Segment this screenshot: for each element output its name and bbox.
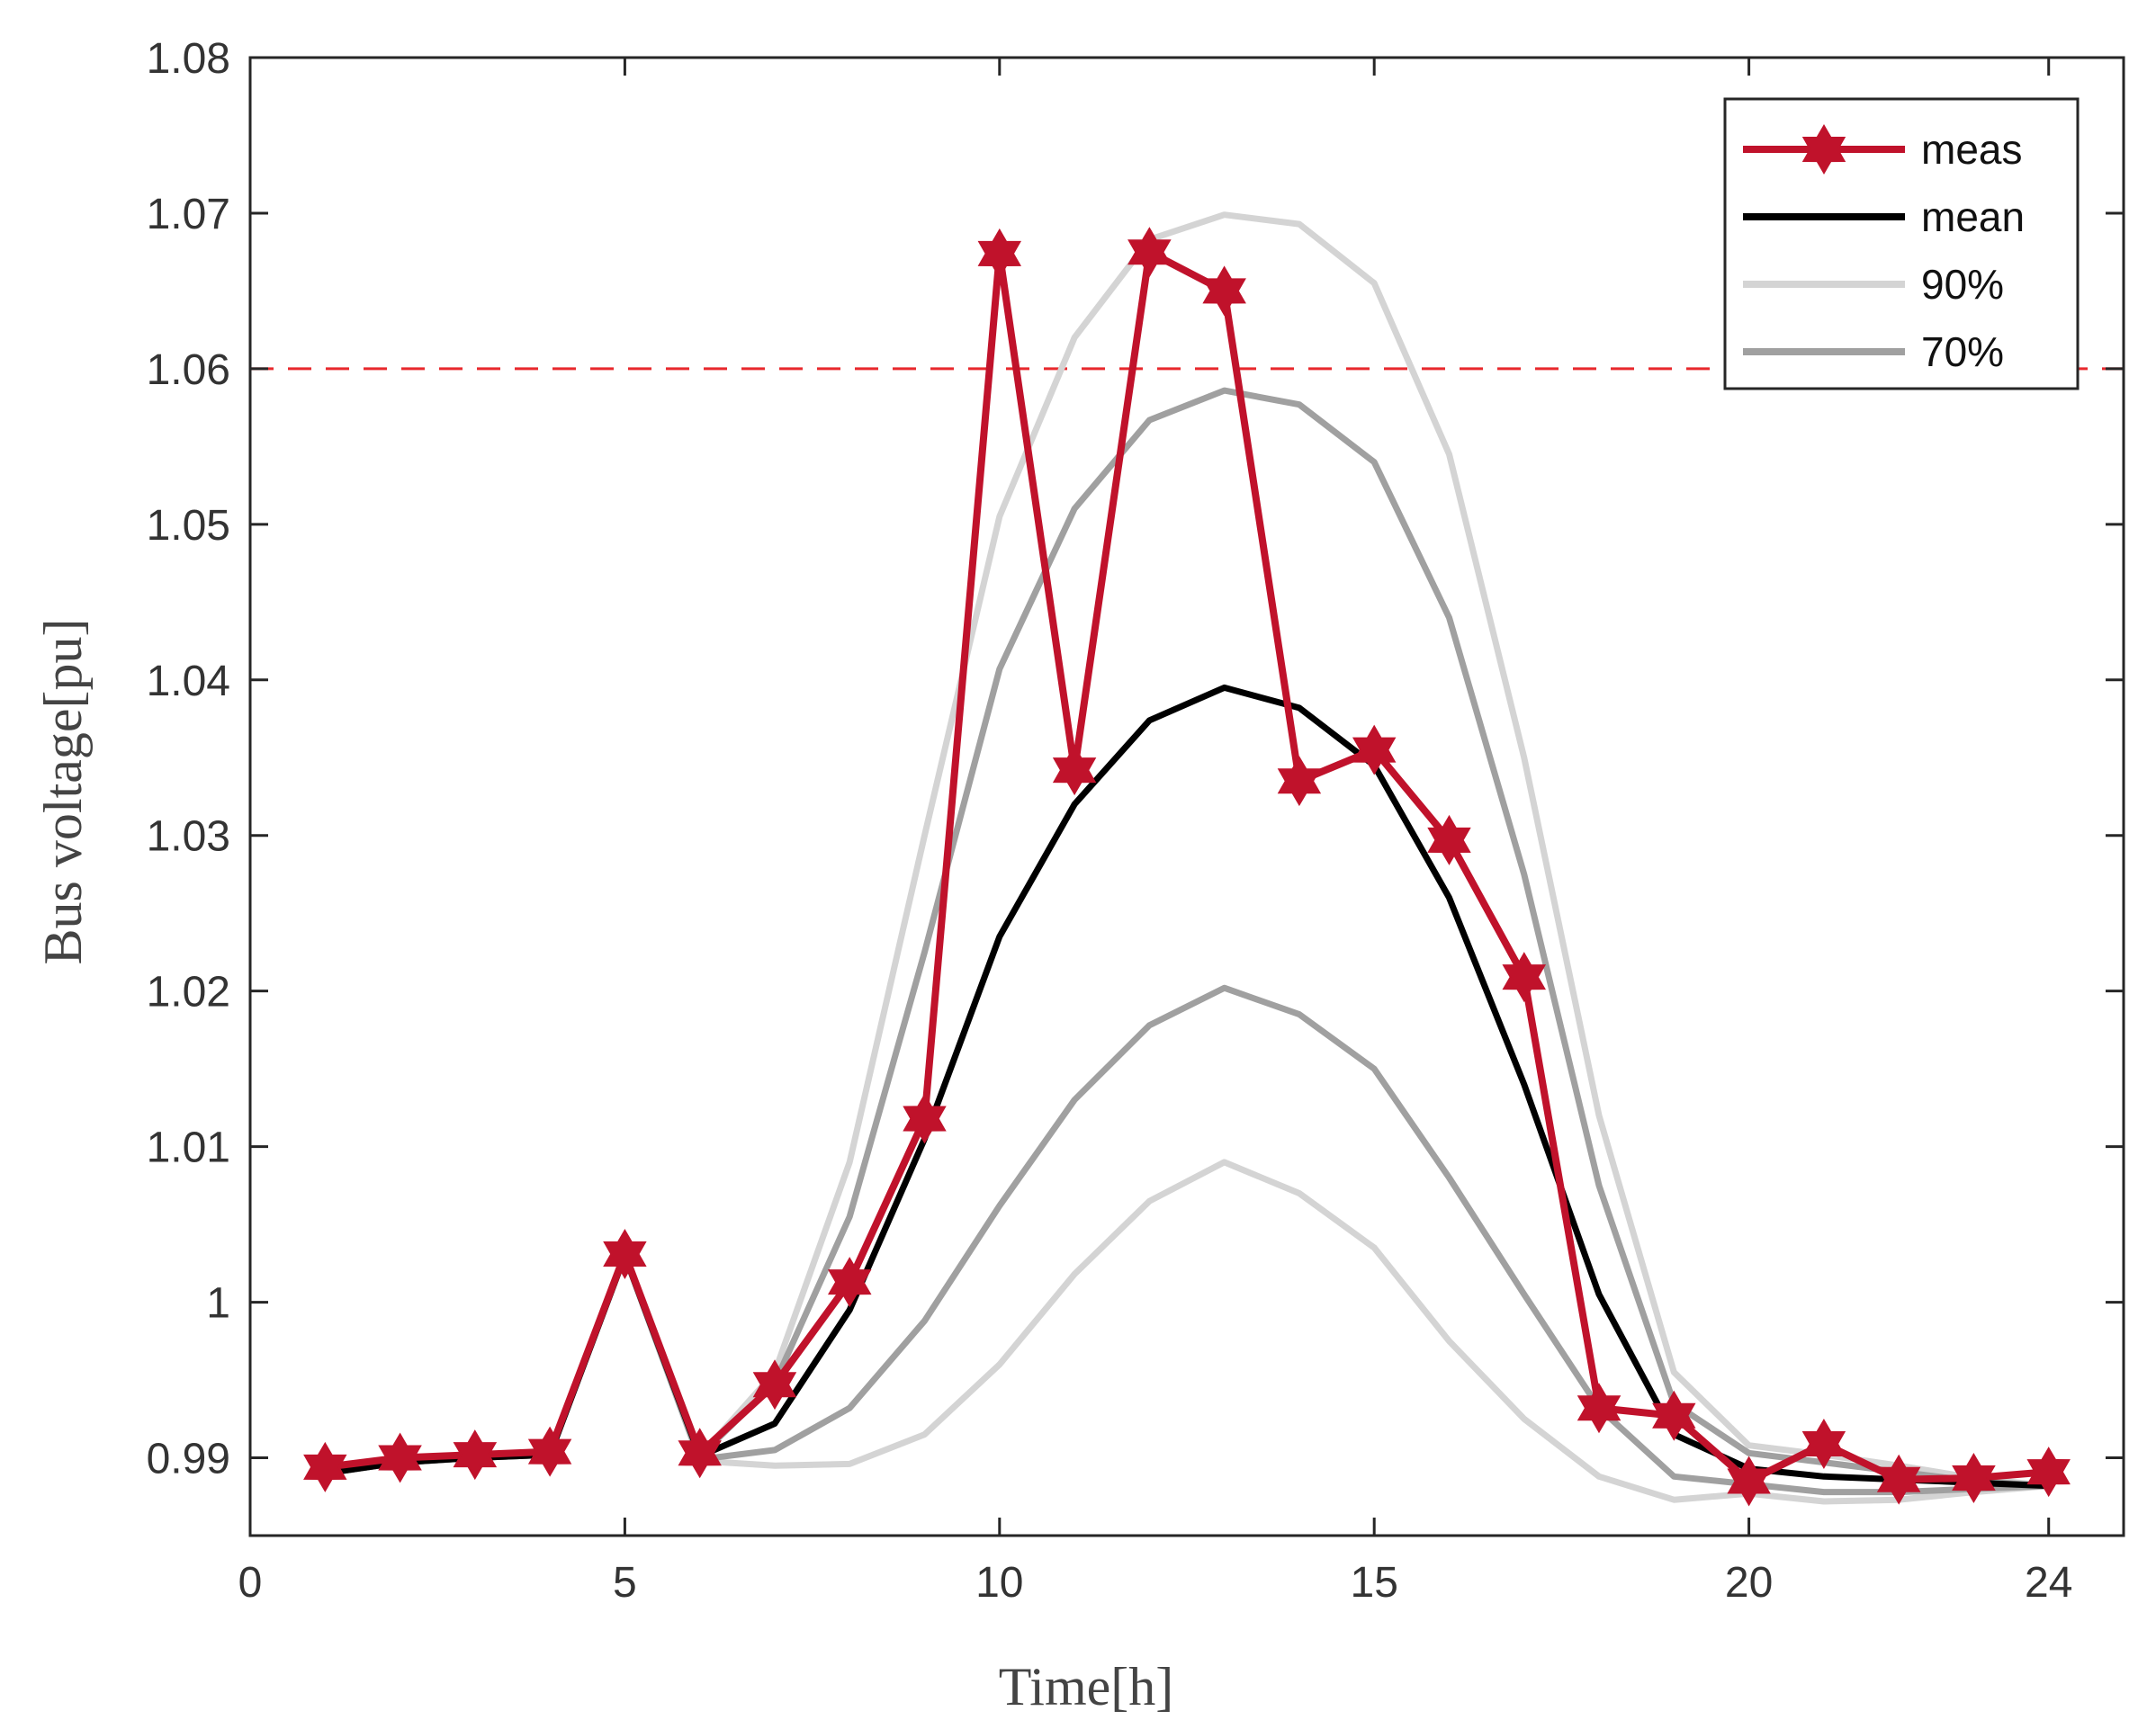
y-tick-label-1.05: 1.05 [147,502,230,550]
x-tick-label-10: 10 [975,1559,1023,1607]
meas-marker-19 [1652,1390,1696,1441]
meas-marker-4 [527,1426,572,1477]
legend-label-meas: meas [1921,126,2022,173]
meas-marker-1 [303,1441,347,1492]
meas-marker-2 [378,1432,422,1483]
y-tick-label-1.01: 1.01 [147,1124,230,1172]
meas-marker-16 [1427,814,1471,865]
meas-marker-18 [1577,1383,1621,1434]
y-tick-label-1.07: 1.07 [147,191,230,238]
meas-marker-17 [1502,952,1547,1003]
meas-marker-9 [903,1093,947,1144]
legend-label-mean: mean [1921,193,2025,240]
axes: 0 5 10 15 20 24 0.99 1 1.01 1.02 1.03 1.04 1.05 1.06 1… [147,35,2125,1607]
y-tick-label-1.08: 1.08 [147,35,230,83]
y-tick-label-1.02: 1.02 [147,969,230,1017]
y-axis-label: Bus voltage[pu] [33,619,93,965]
legend: meas mean 90% 70% [1723,97,2080,390]
meas-marker-15 [1352,724,1397,775]
meas-marker-24 [2026,1447,2071,1498]
meas-marker-21 [1801,1419,1846,1469]
meas-marker-3 [453,1429,498,1481]
y-tick-label-1.06: 1.06 [147,346,230,394]
legend-box [1723,97,2080,390]
legend-label-90pct: 90% [1921,261,2004,308]
meas-marker-13 [1202,265,1246,317]
meas-marker-10 [977,228,1022,279]
meas-marker-14 [1277,756,1322,807]
meas-marker-7 [752,1359,797,1411]
meas-marker-5 [603,1229,647,1280]
y-tick-label-0.99: 0.99 [147,1436,230,1483]
meas-marker-8 [827,1257,872,1308]
y-tick-label-1: 1 [206,1280,230,1328]
y-tick-label-1.04: 1.04 [147,658,230,705]
meas-marker-6 [678,1428,722,1479]
plot-frame [248,56,2125,1537]
meas-marker-20 [1727,1456,1771,1507]
x-tick-label-5: 5 [613,1559,637,1607]
meas-marker-23 [1952,1453,1996,1503]
x-tick-label-0: 0 [238,1559,263,1607]
meas-marker-11 [1052,745,1097,796]
meas-marker-22 [1876,1454,1921,1505]
x-tick-label-24: 24 [2025,1559,2072,1607]
x-tick-label-20: 20 [1725,1559,1773,1607]
legend-label-70pct: 70% [1921,328,2004,375]
x-tick-label-15: 15 [1351,1559,1398,1607]
meas-marker-12 [1127,227,1172,278]
x-axis-label: Time[h] [999,1657,1173,1716]
y-tick-label-1.03: 1.03 [147,813,230,861]
legend-marker-meas [1801,124,1846,175]
plot-series [250,211,2124,1507]
